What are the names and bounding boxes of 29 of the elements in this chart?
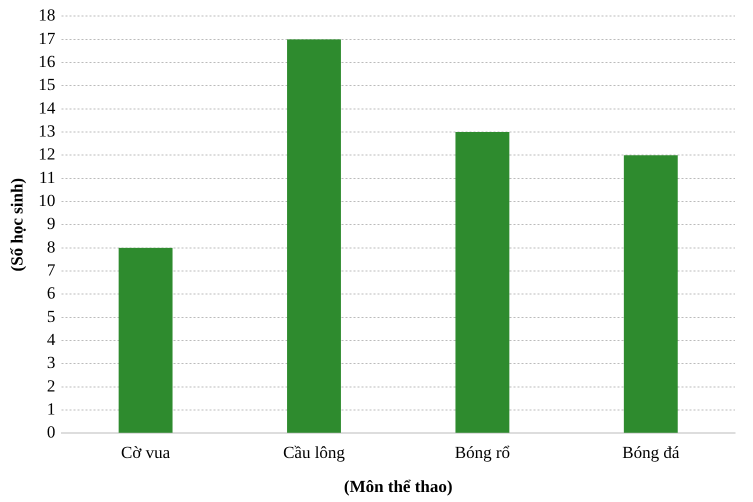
x-tick-label: Cầu lông bbox=[283, 442, 346, 462]
y-tick-label: 8 bbox=[46, 237, 56, 256]
y-tick-label: 7 bbox=[46, 260, 56, 280]
y-tick-label: 4 bbox=[46, 330, 56, 349]
y-tick-label: 2 bbox=[46, 376, 56, 396]
bar bbox=[624, 155, 678, 433]
y-tick-label: 1 bbox=[46, 400, 56, 418]
y-tick-label: 6 bbox=[46, 284, 56, 303]
bar bbox=[455, 132, 510, 433]
y-tick-label: 5 bbox=[46, 306, 56, 326]
x-tick-label: Cờ vua bbox=[121, 442, 171, 462]
x-tick-label: Bóng rổ bbox=[454, 442, 510, 462]
y-tick-label: 17 bbox=[38, 28, 56, 48]
y-tick-label: 18 bbox=[38, 6, 56, 25]
x-axis-title: (Môn thể thao) bbox=[344, 477, 453, 496]
y-tick-label: 0 bbox=[46, 422, 56, 442]
y-tick-label: 3 bbox=[46, 353, 56, 372]
y-tick-label: 14 bbox=[38, 98, 56, 118]
y-axis-title: (Số học sinh) bbox=[8, 178, 27, 272]
y-tick-label: 15 bbox=[38, 75, 56, 94]
x-tick-label: Bóng đá bbox=[622, 442, 680, 462]
y-tick-label: 16 bbox=[38, 52, 56, 71]
y-tick-label: 13 bbox=[38, 122, 56, 140]
bar bbox=[118, 248, 173, 433]
bar bbox=[287, 39, 341, 433]
y-tick-label: 10 bbox=[38, 191, 56, 210]
y-tick-label: 11 bbox=[39, 168, 56, 187]
y-tick-label: 9 bbox=[46, 214, 56, 234]
y-tick-label: 12 bbox=[38, 144, 56, 164]
